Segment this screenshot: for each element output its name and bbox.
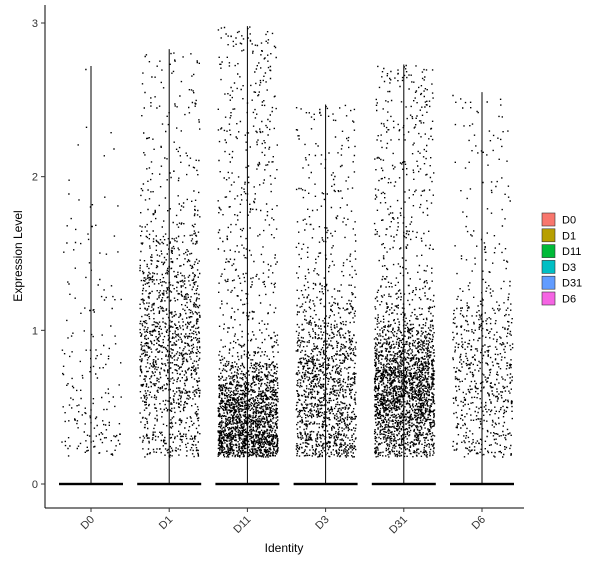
y-ticks: 0 1 2 3 xyxy=(32,18,45,491)
x-tick-label: D6 xyxy=(470,514,488,532)
legend-key-D31 xyxy=(541,275,556,290)
legend-label-D11: D11 xyxy=(562,246,581,258)
legend-label-D3: D3 xyxy=(562,262,576,274)
points-D1 xyxy=(139,52,201,458)
points-D6 xyxy=(452,94,514,458)
jitter-points xyxy=(59,26,514,486)
legend-key-D1 xyxy=(541,228,556,243)
zero-band-D31 xyxy=(371,482,436,486)
legend-key-D6 xyxy=(541,291,556,306)
zero-band-D3 xyxy=(293,482,358,486)
legend-key-D3 xyxy=(541,260,556,274)
legend-label-D6: D6 xyxy=(562,294,576,306)
points-D0 xyxy=(61,68,122,457)
legend-label-D31: D31 xyxy=(562,278,582,290)
legend-key-D0 xyxy=(541,212,556,227)
legend: D0 D1 D11 D3 D31 D6 xyxy=(541,212,582,306)
axes xyxy=(44,5,524,509)
points-D31 xyxy=(373,64,436,458)
zero-band-D0 xyxy=(59,482,123,486)
x-tick-label: D3 xyxy=(313,514,331,532)
x-axis-title: Identity xyxy=(265,541,304,555)
y-tick-label: 0 xyxy=(32,479,38,491)
x-tick-label: D1 xyxy=(157,514,175,532)
legend-label-D0: D0 xyxy=(562,215,576,227)
x-tick-label: D11 xyxy=(231,514,253,536)
x-tick-label: D0 xyxy=(79,514,97,532)
legend-label-D1: D1 xyxy=(562,230,576,242)
x-ticks: D0 D1 D11 D3 D31 D6 xyxy=(79,508,488,536)
y-axis-title: Expression Level xyxy=(11,210,25,301)
zero-band-D11 xyxy=(215,482,280,486)
y-tick-label: 3 xyxy=(32,18,38,30)
legend-key-D11 xyxy=(541,244,556,258)
y-tick-label: 2 xyxy=(32,172,38,184)
points-D11 xyxy=(217,26,279,458)
x-tick-label: D31 xyxy=(387,514,410,537)
zero-band-D6 xyxy=(450,482,514,486)
zero-band-D1 xyxy=(137,482,202,486)
y-tick-label: 1 xyxy=(32,325,38,337)
points-D3 xyxy=(295,104,357,458)
